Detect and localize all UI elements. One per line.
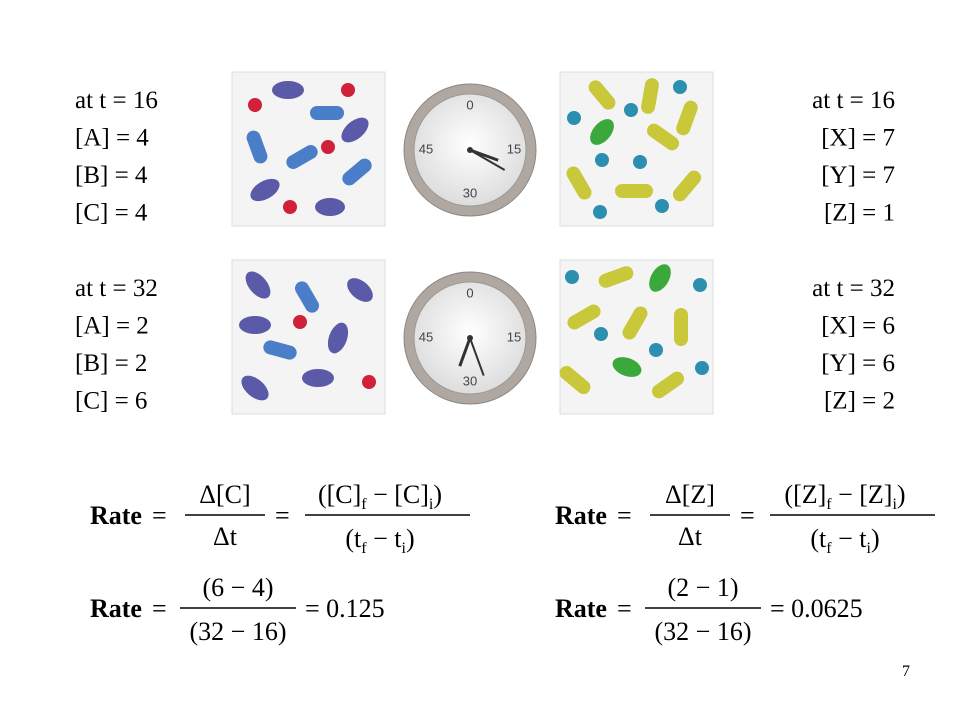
formula-part: ([C] <box>318 480 361 509</box>
clock-label: 30 <box>463 373 477 388</box>
calc-num: (2 − 1) <box>668 573 739 602</box>
subscript: i <box>892 496 897 513</box>
left-label: [C] = 6 <box>75 388 147 415</box>
formula-text: (tf − ti) <box>345 524 414 557</box>
equals: = <box>617 501 632 530</box>
fraction-den: Δt <box>213 522 238 551</box>
right-label: at t = 32 <box>812 275 895 302</box>
subscript: f <box>361 540 367 557</box>
right-label: [Z] = 2 <box>824 388 895 415</box>
calc-den: (32 − 16) <box>655 617 752 646</box>
clock-label: 15 <box>507 141 521 156</box>
molecules <box>239 271 376 401</box>
clock-hand <box>469 148 499 162</box>
clock-hand <box>469 337 485 376</box>
subscript: f <box>361 496 367 513</box>
rate-label: Rate <box>90 501 142 530</box>
formulas: Rate =Δ[C]Δt=([C]f − [C]i)(tf − ti)Rate =(… <box>90 480 935 646</box>
formula-part: ([Z] <box>784 480 826 509</box>
clock-pin <box>467 335 473 341</box>
left-label: at t = 32 <box>75 275 158 302</box>
equals: = <box>152 594 167 623</box>
formula-part: − t <box>832 524 868 553</box>
formula-part: − [C] <box>367 480 429 509</box>
clock-label: 30 <box>463 185 477 200</box>
rate-label: Rate <box>90 594 142 623</box>
clock-pin <box>467 147 473 153</box>
fraction-num: Δ[C] <box>199 480 250 509</box>
fraction-den: Δt <box>678 522 703 551</box>
clock-hand <box>458 337 472 367</box>
left-label: at t = 16 <box>75 87 158 114</box>
right-label: [X] = 7 <box>821 125 895 152</box>
rate-label: Rate <box>555 594 607 623</box>
rate-label: Rate <box>555 501 607 530</box>
left-label: [B] = 4 <box>75 162 148 189</box>
molecule-pictures <box>231 71 714 415</box>
formula-text: ([C]f − [C]i) <box>318 480 442 513</box>
calc-den: (32 − 16) <box>190 617 287 646</box>
equals: = <box>740 501 755 530</box>
clock-label: 45 <box>419 329 433 344</box>
right-label: [X] = 6 <box>821 313 895 340</box>
left-label: [A] = 4 <box>75 125 149 152</box>
formula-part: ) <box>406 524 415 553</box>
clock-label: 45 <box>419 141 433 156</box>
formula-text: ([Z]f − [Z]i) <box>784 480 905 513</box>
subscript: i <box>866 540 871 557</box>
box <box>559 71 714 227</box>
page-number: 7 <box>902 663 910 680</box>
equals: = <box>617 594 632 623</box>
fraction-num: Δ[Z] <box>665 480 715 509</box>
labels: at t = 16 [A] = 4 [B] = 4 [C] = 4 at t = 16 [… <box>75 87 895 415</box>
right-label: at t = 16 <box>812 87 895 114</box>
molecules <box>246 81 372 216</box>
subscript: i <box>429 496 434 513</box>
left-label: [A] = 2 <box>75 313 149 340</box>
subscript: f <box>826 540 832 557</box>
formula-part: ) <box>871 524 880 553</box>
right-label: [Z] = 1 <box>824 200 895 227</box>
subscript: f <box>826 496 832 513</box>
formula-part: − [Z] <box>832 480 893 509</box>
equals: = <box>152 501 167 530</box>
right-label: [Y] = 7 <box>821 162 895 189</box>
clock-label: 0 <box>466 285 473 300</box>
clock-label: 15 <box>507 329 521 344</box>
result: = 0.0625 <box>770 594 863 623</box>
formula-part: ) <box>433 480 442 509</box>
formula-part: − t <box>367 524 403 553</box>
result: = 0.125 <box>305 594 385 623</box>
formula-part: (t <box>345 524 362 553</box>
left-label: [B] = 2 <box>75 350 147 377</box>
formula-text: (tf − ti) <box>810 524 879 557</box>
formula-part: (t <box>810 524 827 553</box>
molecules <box>566 78 702 219</box>
formula-part: ) <box>897 480 906 509</box>
right-label: [Y] = 6 <box>821 350 895 377</box>
subscript: i <box>401 540 406 557</box>
left-label: [C] = 4 <box>75 200 148 227</box>
equals: = <box>275 501 290 530</box>
clocks: 0 15 30 45 0 15 30 45 <box>403 83 537 405</box>
molecules <box>559 264 709 399</box>
clock-label: 0 <box>466 97 473 112</box>
calc-num: (6 − 4) <box>203 573 274 602</box>
